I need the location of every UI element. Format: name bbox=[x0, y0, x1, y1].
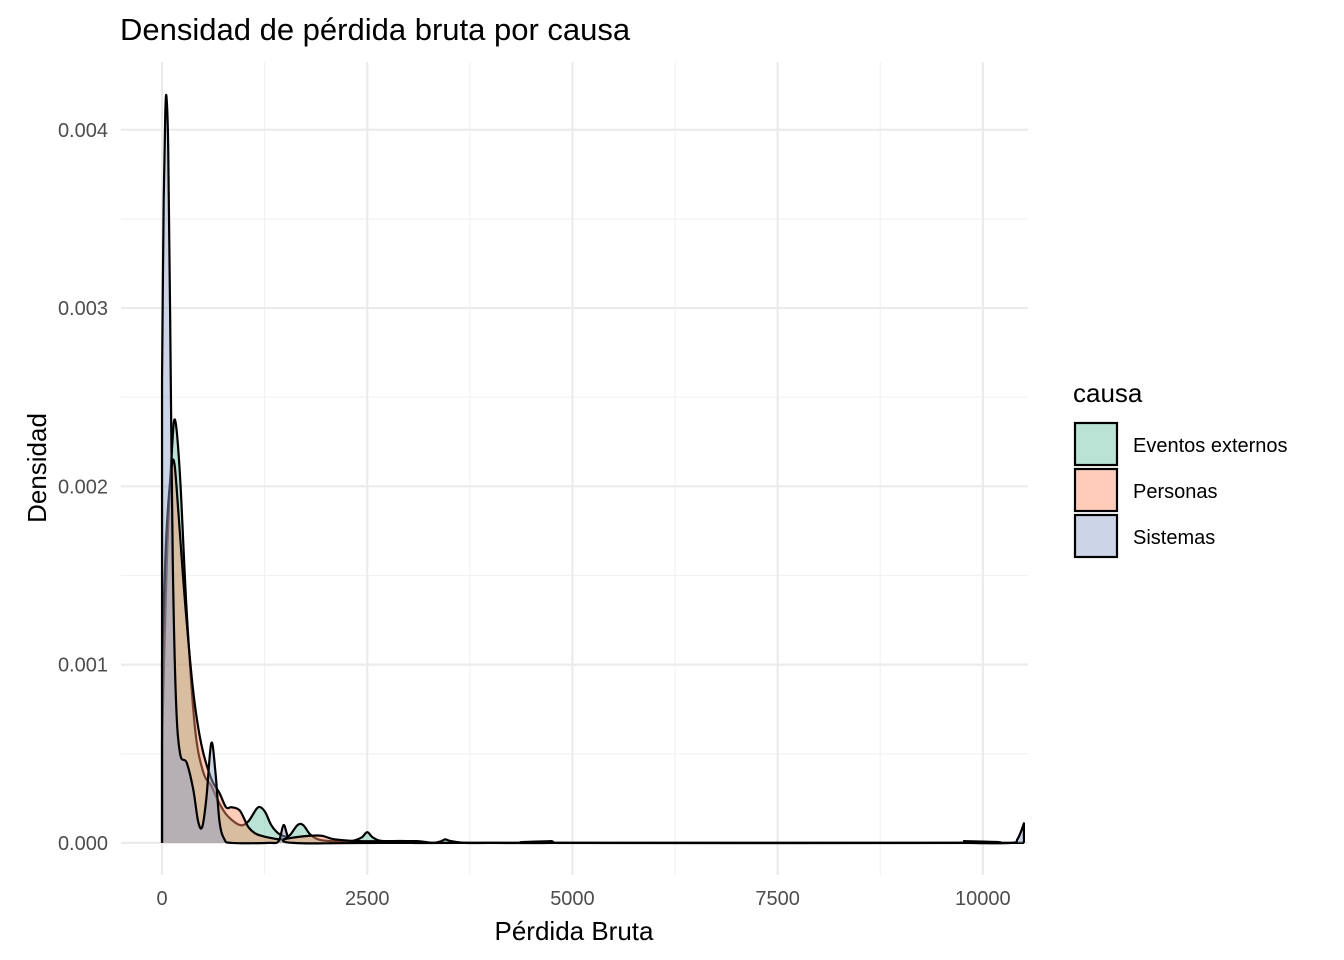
density-areas bbox=[160, 93, 1025, 845]
density-area-2 bbox=[162, 94, 1024, 844]
x-tick-label: 7500 bbox=[755, 888, 800, 910]
density-line-0 bbox=[160, 418, 1024, 845]
legend-key-bg bbox=[1075, 515, 1117, 557]
legend-label-1: Personas bbox=[1133, 481, 1218, 503]
legend-key-1 bbox=[1073, 467, 1119, 513]
legend-key-bg bbox=[1075, 423, 1117, 465]
y-axis-ticks: 0.000 0.001 0.002 0.003 0.004 bbox=[58, 120, 108, 855]
x-tick-label: 5000 bbox=[550, 888, 595, 910]
legend-items: Eventos externos Personas Sistemas bbox=[1073, 421, 1288, 559]
legend-key-bg bbox=[1075, 469, 1117, 511]
y-tick-label: 0.004 bbox=[58, 120, 108, 142]
y-axis-title: Densidad bbox=[22, 413, 52, 523]
legend-label-0: Eventos externos bbox=[1133, 435, 1288, 457]
y-tick-label: 0.000 bbox=[58, 833, 108, 855]
density-line-1 bbox=[160, 458, 1024, 845]
x-axis-ticks: 0 2500 5000 7500 10000 bbox=[156, 888, 1010, 910]
legend-key-0 bbox=[1073, 421, 1119, 467]
density-area-1 bbox=[162, 459, 1024, 844]
x-tick-label: 2500 bbox=[345, 888, 390, 910]
x-axis-title: Pérdida Bruta bbox=[495, 916, 655, 946]
density-area-0 bbox=[162, 419, 1024, 844]
density-line-2 bbox=[160, 93, 1025, 845]
x-tick-label: 10000 bbox=[955, 888, 1011, 910]
legend: causa Eventos externos Personas Sistemas bbox=[1073, 378, 1288, 559]
legend-label-2: Sistemas bbox=[1133, 527, 1215, 549]
legend-title: causa bbox=[1073, 378, 1143, 408]
y-tick-label: 0.003 bbox=[58, 298, 108, 320]
plot-grid bbox=[121, 62, 1028, 875]
legend-key-2 bbox=[1073, 513, 1119, 559]
y-tick-label: 0.001 bbox=[58, 655, 108, 677]
y-tick-label: 0.002 bbox=[58, 476, 108, 498]
chart-title: Densidad de pérdida bruta por causa bbox=[120, 12, 631, 47]
x-tick-label: 0 bbox=[156, 888, 167, 910]
